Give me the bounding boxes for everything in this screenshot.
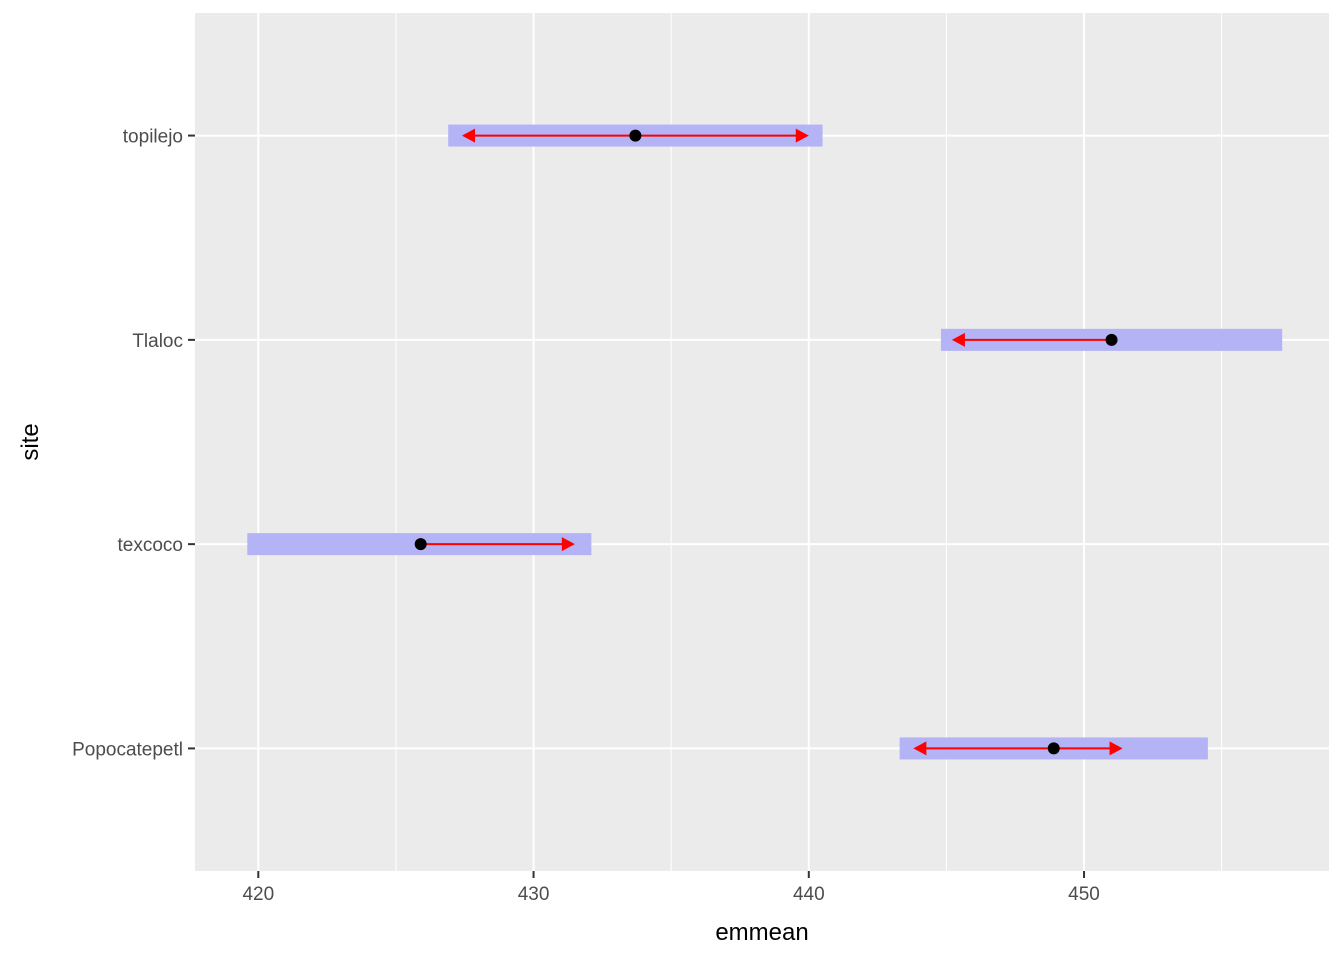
comparison-arrow-left-head [951,332,965,347]
comparison-arrow-right-head [561,537,575,552]
comparison-arrow-left-head [461,128,475,143]
x-tick-label: 420 [242,884,274,905]
y-axis-title: site [17,423,44,460]
emmean-point [1105,333,1118,346]
y-tick-label: texcoco [118,535,183,556]
x-axis: 420 430 440 450 [242,871,1100,905]
y-tick-label: topilejo [123,127,183,148]
y-axis: Popocatepetl texcoco Tlaloc topilejo [72,127,195,760]
y-tick-label: Popocatepetl [72,739,183,760]
minor-gridlines [395,13,1223,871]
x-axis-title: emmean [715,919,808,946]
y-tick-label: Tlaloc [132,331,183,352]
x-tick-label: 450 [1068,884,1100,905]
emmean-point [414,538,427,551]
interval-marks [247,124,1283,760]
emmean-point [1047,742,1060,755]
emmean-point [629,129,642,142]
comparison-arrow-left-head [913,741,927,756]
comparison-arrow-right-head [1109,741,1123,756]
x-tick-label: 430 [518,884,550,905]
x-tick-label: 440 [793,884,825,905]
plot-panel [195,13,1329,871]
comparison-arrow-right-head [795,128,809,143]
